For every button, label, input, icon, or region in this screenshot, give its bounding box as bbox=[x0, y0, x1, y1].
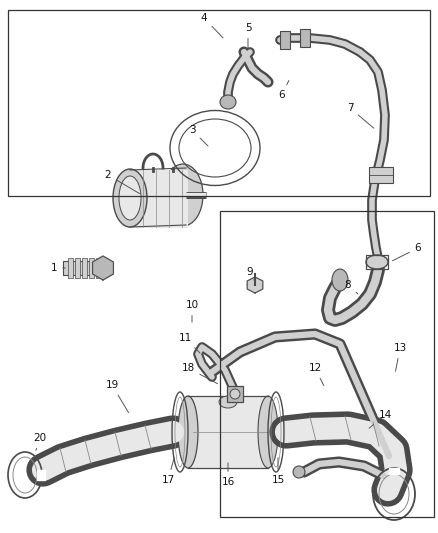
Polygon shape bbox=[37, 470, 45, 480]
Ellipse shape bbox=[258, 396, 278, 468]
Bar bbox=[369, 167, 393, 183]
Polygon shape bbox=[389, 468, 399, 474]
Bar bbox=[89, 258, 94, 278]
Text: 6: 6 bbox=[392, 243, 421, 261]
Text: 9: 9 bbox=[247, 267, 255, 282]
Text: 15: 15 bbox=[272, 458, 285, 485]
Text: 1: 1 bbox=[51, 263, 65, 273]
Text: 4: 4 bbox=[201, 13, 223, 38]
Text: 2: 2 bbox=[105, 170, 140, 193]
Text: 12: 12 bbox=[308, 363, 324, 385]
Bar bbox=[300, 29, 310, 47]
Bar bbox=[68, 258, 73, 278]
Bar bbox=[188, 396, 268, 468]
Text: 11: 11 bbox=[178, 333, 200, 353]
Text: 8: 8 bbox=[345, 280, 358, 294]
Bar bbox=[8, 10, 430, 196]
Bar bbox=[220, 211, 434, 517]
Ellipse shape bbox=[332, 269, 348, 291]
Text: 18: 18 bbox=[181, 363, 218, 384]
Text: 19: 19 bbox=[106, 380, 129, 413]
Bar bbox=[75, 258, 80, 278]
Ellipse shape bbox=[220, 95, 236, 109]
Bar bbox=[280, 31, 290, 49]
Text: 5: 5 bbox=[245, 23, 251, 49]
Text: 20: 20 bbox=[33, 433, 46, 450]
Bar bbox=[96, 258, 101, 278]
Ellipse shape bbox=[178, 396, 198, 468]
Text: 10: 10 bbox=[185, 300, 198, 322]
Ellipse shape bbox=[119, 176, 141, 220]
Text: 7: 7 bbox=[347, 103, 374, 128]
Ellipse shape bbox=[163, 164, 203, 226]
Ellipse shape bbox=[230, 389, 240, 399]
Text: 17: 17 bbox=[161, 458, 175, 485]
Text: 14: 14 bbox=[369, 410, 392, 428]
Bar bbox=[366, 255, 388, 269]
Text: 16: 16 bbox=[221, 463, 235, 487]
Ellipse shape bbox=[113, 169, 147, 227]
FancyBboxPatch shape bbox=[128, 170, 188, 228]
Text: 13: 13 bbox=[393, 343, 406, 372]
Bar bbox=[63, 261, 105, 275]
Polygon shape bbox=[92, 256, 113, 280]
Polygon shape bbox=[247, 277, 263, 293]
Bar bbox=[227, 386, 243, 402]
Text: 6: 6 bbox=[279, 80, 289, 100]
Text: 3: 3 bbox=[189, 125, 208, 146]
Ellipse shape bbox=[219, 396, 237, 408]
Ellipse shape bbox=[293, 466, 305, 478]
Bar bbox=[82, 258, 87, 278]
Ellipse shape bbox=[366, 255, 388, 269]
